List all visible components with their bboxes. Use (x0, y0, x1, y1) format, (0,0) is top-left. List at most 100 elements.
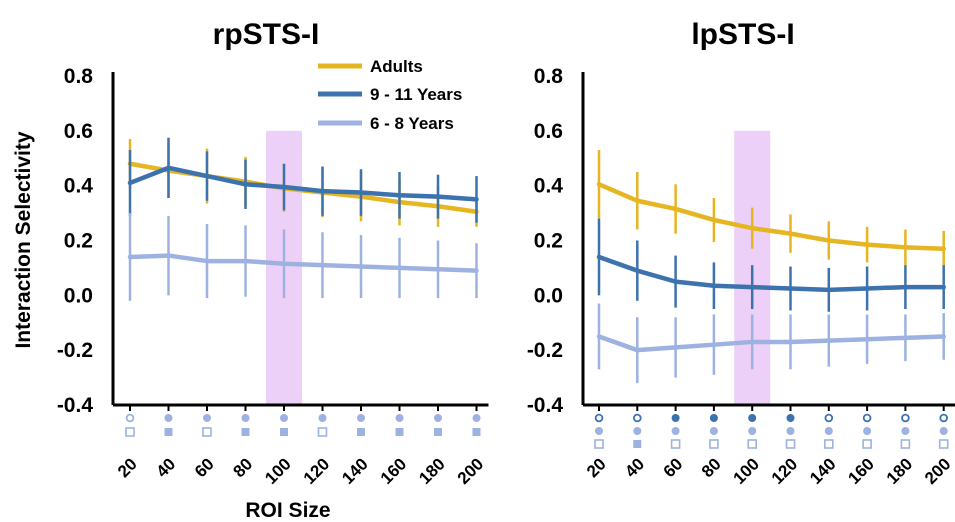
series-line (596, 182, 946, 251)
significance-marker (594, 439, 604, 449)
data-point (359, 264, 363, 269)
x-tick-label-right: 100 (730, 454, 763, 487)
significance-marker (357, 428, 365, 436)
data-point (320, 263, 325, 268)
x-tick-label-right: 140 (806, 454, 839, 487)
significance-marker (939, 413, 948, 423)
x-tick-label-left: 140 (338, 454, 371, 487)
y-tick-label-left: -0.2 (57, 339, 93, 362)
x-tick-label-right: 60 (660, 454, 687, 481)
significance-marker (633, 427, 642, 435)
significance-markers-left (125, 413, 481, 437)
significance-marker (824, 427, 833, 435)
data-point (941, 285, 946, 290)
data-point (282, 185, 286, 190)
y-tick-label-left: 0.8 (64, 65, 94, 88)
series-left-1 (127, 137, 479, 223)
x-tick-label-left: 180 (415, 454, 448, 487)
significance-marker (125, 413, 135, 423)
significance-marker (748, 427, 757, 435)
significance-marker (203, 414, 211, 422)
x-tick-label-right: 40 (621, 454, 648, 481)
x-tick-label-right: 120 (768, 454, 801, 487)
data-point (282, 261, 286, 266)
y-tick-label-left: 0.0 (64, 284, 93, 307)
data-point (397, 193, 402, 198)
series-line (596, 254, 946, 293)
data-point (673, 345, 678, 350)
x-tick-label-left: 120 (300, 454, 333, 487)
y-tick-label-left: 0.4 (64, 175, 94, 198)
series-left-0 (127, 139, 479, 227)
significance-marker (709, 414, 718, 422)
data-point (711, 217, 716, 222)
data-point (673, 206, 678, 211)
y-tick-label-left: 0.6 (64, 120, 93, 143)
x-tick-label-left: 200 (454, 454, 487, 487)
significance-marker (938, 439, 949, 449)
data-point (826, 338, 831, 343)
significance-marker (164, 428, 173, 436)
significance-marker (670, 439, 681, 449)
x-tick-label-left: 80 (230, 454, 257, 481)
significance-marker (164, 414, 173, 422)
significance-marker (395, 428, 404, 436)
data-point (826, 287, 831, 292)
significance-marker (709, 439, 719, 449)
data-point (128, 180, 132, 185)
significance-marker (434, 414, 442, 422)
x-tick-label-left: 60 (191, 454, 218, 481)
significance-marker (748, 414, 757, 422)
data-point (397, 265, 402, 270)
significance-marker (747, 439, 758, 449)
data-point (205, 174, 209, 179)
data-point (128, 254, 132, 259)
y-tick-label-right: 0.8 (534, 65, 564, 88)
y-tick-label-right: 0.2 (534, 230, 563, 253)
data-point (597, 334, 601, 339)
series-line (596, 334, 946, 353)
significance-marker (863, 427, 872, 435)
data-point (359, 190, 363, 195)
significance-marker (472, 414, 481, 422)
significance-marker (671, 414, 680, 422)
data-point (243, 259, 248, 264)
data-point (711, 283, 716, 288)
data-point (166, 253, 171, 258)
significance-marker (472, 428, 481, 436)
data-point (597, 182, 601, 187)
legend: Adults 9 - 11 Years 6 - 8 Years (318, 57, 462, 133)
significance-marker (317, 427, 328, 437)
significance-marker (786, 427, 795, 435)
x-tick-label-right: 200 (921, 454, 954, 487)
significance-marker (594, 413, 604, 423)
significance-marker (785, 439, 796, 449)
y-axis-title: Interaction Selectivity (12, 131, 35, 348)
significance-marker (901, 413, 910, 423)
significance-marker (823, 439, 834, 449)
series-right-0 (596, 150, 946, 267)
x-tick-label-left: 160 (377, 454, 410, 487)
data-point (635, 268, 640, 273)
panel-right: lpSTS-I (691, 18, 794, 51)
data-point (903, 285, 908, 290)
plot-right: 0.8 0.6 0.4 0.2 0.0 -0.2 -0.4 20 40 60 80 100 120 140… (527, 65, 955, 488)
data-point (788, 231, 793, 236)
data-point (597, 254, 601, 259)
significance-marker (862, 413, 872, 423)
significance-marker (900, 439, 911, 449)
y-tick-label-right: 0.6 (534, 120, 563, 143)
x-tick-label-right: 80 (698, 454, 725, 481)
data-point (865, 337, 870, 342)
y-tick-label-right: 0.4 (534, 175, 564, 198)
significance-marker (901, 427, 910, 435)
data-point (865, 286, 870, 291)
data-point (474, 197, 479, 202)
significance-marker (632, 413, 642, 423)
significance-marker (824, 413, 834, 423)
significance-marker (202, 427, 212, 437)
significance-marker (709, 427, 718, 435)
data-point (320, 189, 325, 194)
series-line (127, 253, 479, 273)
series-line (127, 165, 479, 202)
